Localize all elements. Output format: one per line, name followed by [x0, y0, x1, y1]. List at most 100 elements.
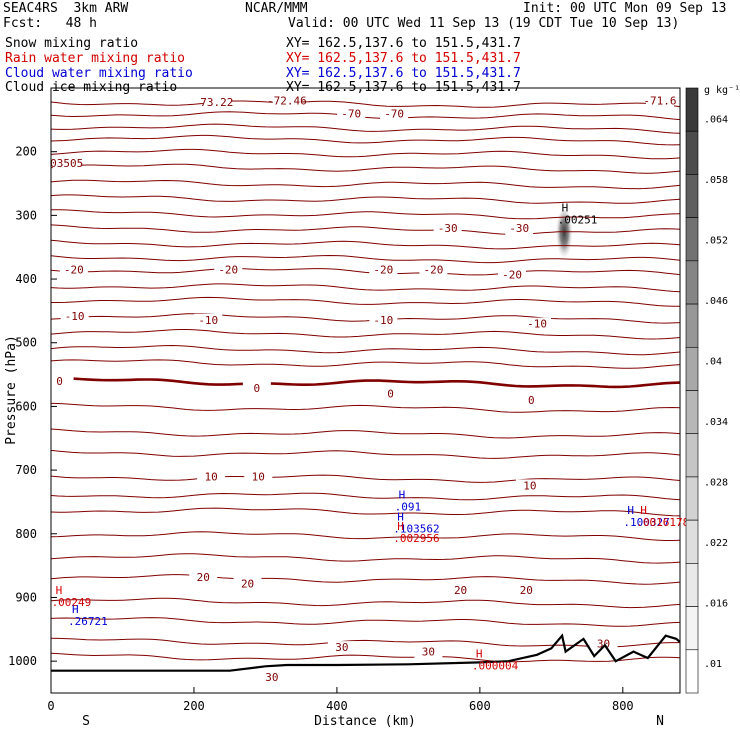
temperature-contour	[50, 163, 681, 174]
colorbar-label: .046	[704, 296, 728, 307]
extremum-marker: H	[72, 603, 79, 616]
contour-label: 20	[520, 584, 533, 597]
temperature-contour	[50, 148, 681, 160]
temperature-contour	[50, 652, 681, 663]
colorbar-swatch	[685, 519, 699, 564]
model-title: SEAC4RS 3km ARW	[3, 1, 129, 16]
organization: NCAR/MMM	[245, 1, 308, 16]
temperature-contour	[50, 492, 681, 501]
y-tick-label: 900	[15, 590, 37, 604]
contour-label-bg	[419, 263, 448, 277]
x-axis-label: Distance (km)	[314, 714, 416, 729]
temperature-contour	[50, 574, 681, 585]
contour-label-bg	[498, 268, 527, 282]
y-tick-label: 700	[15, 463, 37, 477]
freezing-level-contour	[50, 377, 681, 389]
extremum-marker: H	[562, 202, 569, 215]
colorbar-label: .034	[704, 417, 728, 428]
temperature-contour	[50, 194, 681, 204]
extremum-marker: H	[56, 584, 63, 597]
extremum-value: .100327	[623, 516, 669, 529]
field-xy-rain: XY= 162.5,137.6 to 151.5,431.7	[286, 51, 521, 66]
contour-label-bg	[337, 107, 366, 121]
contour-label: 30	[422, 646, 435, 659]
temperature-contour	[51, 296, 680, 307]
contour-label: -20	[64, 264, 84, 277]
x-tick-label: 600	[469, 699, 491, 713]
y-tick-label: 800	[15, 527, 37, 541]
extremum-marker: H	[627, 504, 634, 517]
contour-label: -10	[198, 314, 218, 327]
contour-label-bg	[512, 583, 541, 597]
temperature-contour	[50, 134, 681, 146]
extremum-value: .0016178	[636, 516, 689, 529]
contour-label-bg	[189, 571, 218, 585]
extremum-value: .26721	[68, 615, 108, 628]
contour-label: 0	[56, 375, 63, 388]
temperature-contour	[50, 268, 681, 276]
contour-label: 20	[197, 571, 210, 584]
contour-label: -30	[509, 222, 529, 235]
y-axis-label: Pressure (hPa)	[4, 335, 19, 445]
y-tick-label: 500	[15, 336, 37, 350]
extremum-marker: H	[397, 520, 404, 533]
contour-label: -20	[423, 264, 443, 277]
colorbar-swatch	[685, 606, 699, 651]
contour-label-bg	[446, 583, 475, 597]
endpoint-label-north: N	[656, 714, 664, 729]
temperature-contour	[50, 359, 681, 369]
contour-label: -30	[438, 222, 458, 235]
contour-label-bg	[523, 317, 552, 331]
contour-label: 20	[241, 577, 254, 590]
colorbar-unit: g kg⁻¹	[704, 85, 740, 96]
contour-label: -70	[384, 107, 404, 120]
contour-label: 0	[254, 382, 261, 395]
temperature-contour	[50, 344, 681, 356]
field-xy-cloud-water: XY= 162.5,137.6 to 151.5,431.7	[286, 66, 521, 81]
init-time: Init: 00 UTC Mon 09 Sep 13	[523, 1, 727, 16]
contour-label: -10	[373, 314, 393, 327]
contour-label: 0	[387, 388, 394, 401]
forecast-hour: Fcst: 48 h	[3, 16, 97, 31]
temperature-contour	[50, 111, 681, 121]
colorbar-label: .028	[704, 477, 728, 488]
extremum-value: .00251	[558, 214, 598, 227]
temperature-contour	[50, 617, 681, 627]
temperature-contour	[50, 209, 681, 220]
extremum-value: .002956	[393, 532, 439, 545]
contour-label: -10	[65, 310, 85, 323]
contour-label: -70	[341, 107, 361, 120]
colorbar-swatch	[685, 303, 699, 348]
contour-label: -71.6	[643, 95, 676, 108]
x-tick-label: 400	[326, 699, 348, 713]
field-name-snow: Snow mixing ratio	[5, 36, 139, 51]
extremum-value: .00249	[52, 596, 92, 609]
y-tick-label: 200	[15, 145, 37, 159]
extremum-marker: H	[640, 504, 647, 517]
contour-label-bg	[244, 470, 273, 484]
temperature-contour	[50, 313, 681, 324]
colorbar-swatch	[685, 87, 699, 132]
extremum-marker: H	[476, 648, 483, 661]
colorbar-swatch	[685, 346, 699, 391]
contour-label-bg	[45, 374, 74, 388]
contour-label-bg	[380, 107, 409, 121]
contour-label: -20	[218, 264, 238, 277]
temperature-contour	[50, 449, 681, 459]
contour-label-bg	[433, 222, 462, 236]
valid-time: Valid: 00 UTC Wed 11 Sep 13 (19 CDT Tue …	[288, 16, 680, 31]
colorbar-swatch	[685, 260, 699, 305]
temperature-contour	[50, 254, 681, 264]
contour-label: -10	[527, 318, 547, 331]
temperature-contour	[50, 531, 681, 541]
contour-label: 73.22	[200, 96, 233, 109]
contour-label-bg	[202, 96, 231, 110]
terrain-line	[51, 633, 681, 672]
temperature-contour	[50, 179, 681, 190]
contour-label: -20	[502, 269, 522, 282]
contour-label: 20	[454, 584, 467, 597]
extremum-marker: H	[399, 488, 406, 501]
colorbar-swatch	[685, 390, 699, 435]
colorbar-label: .052	[704, 235, 728, 246]
